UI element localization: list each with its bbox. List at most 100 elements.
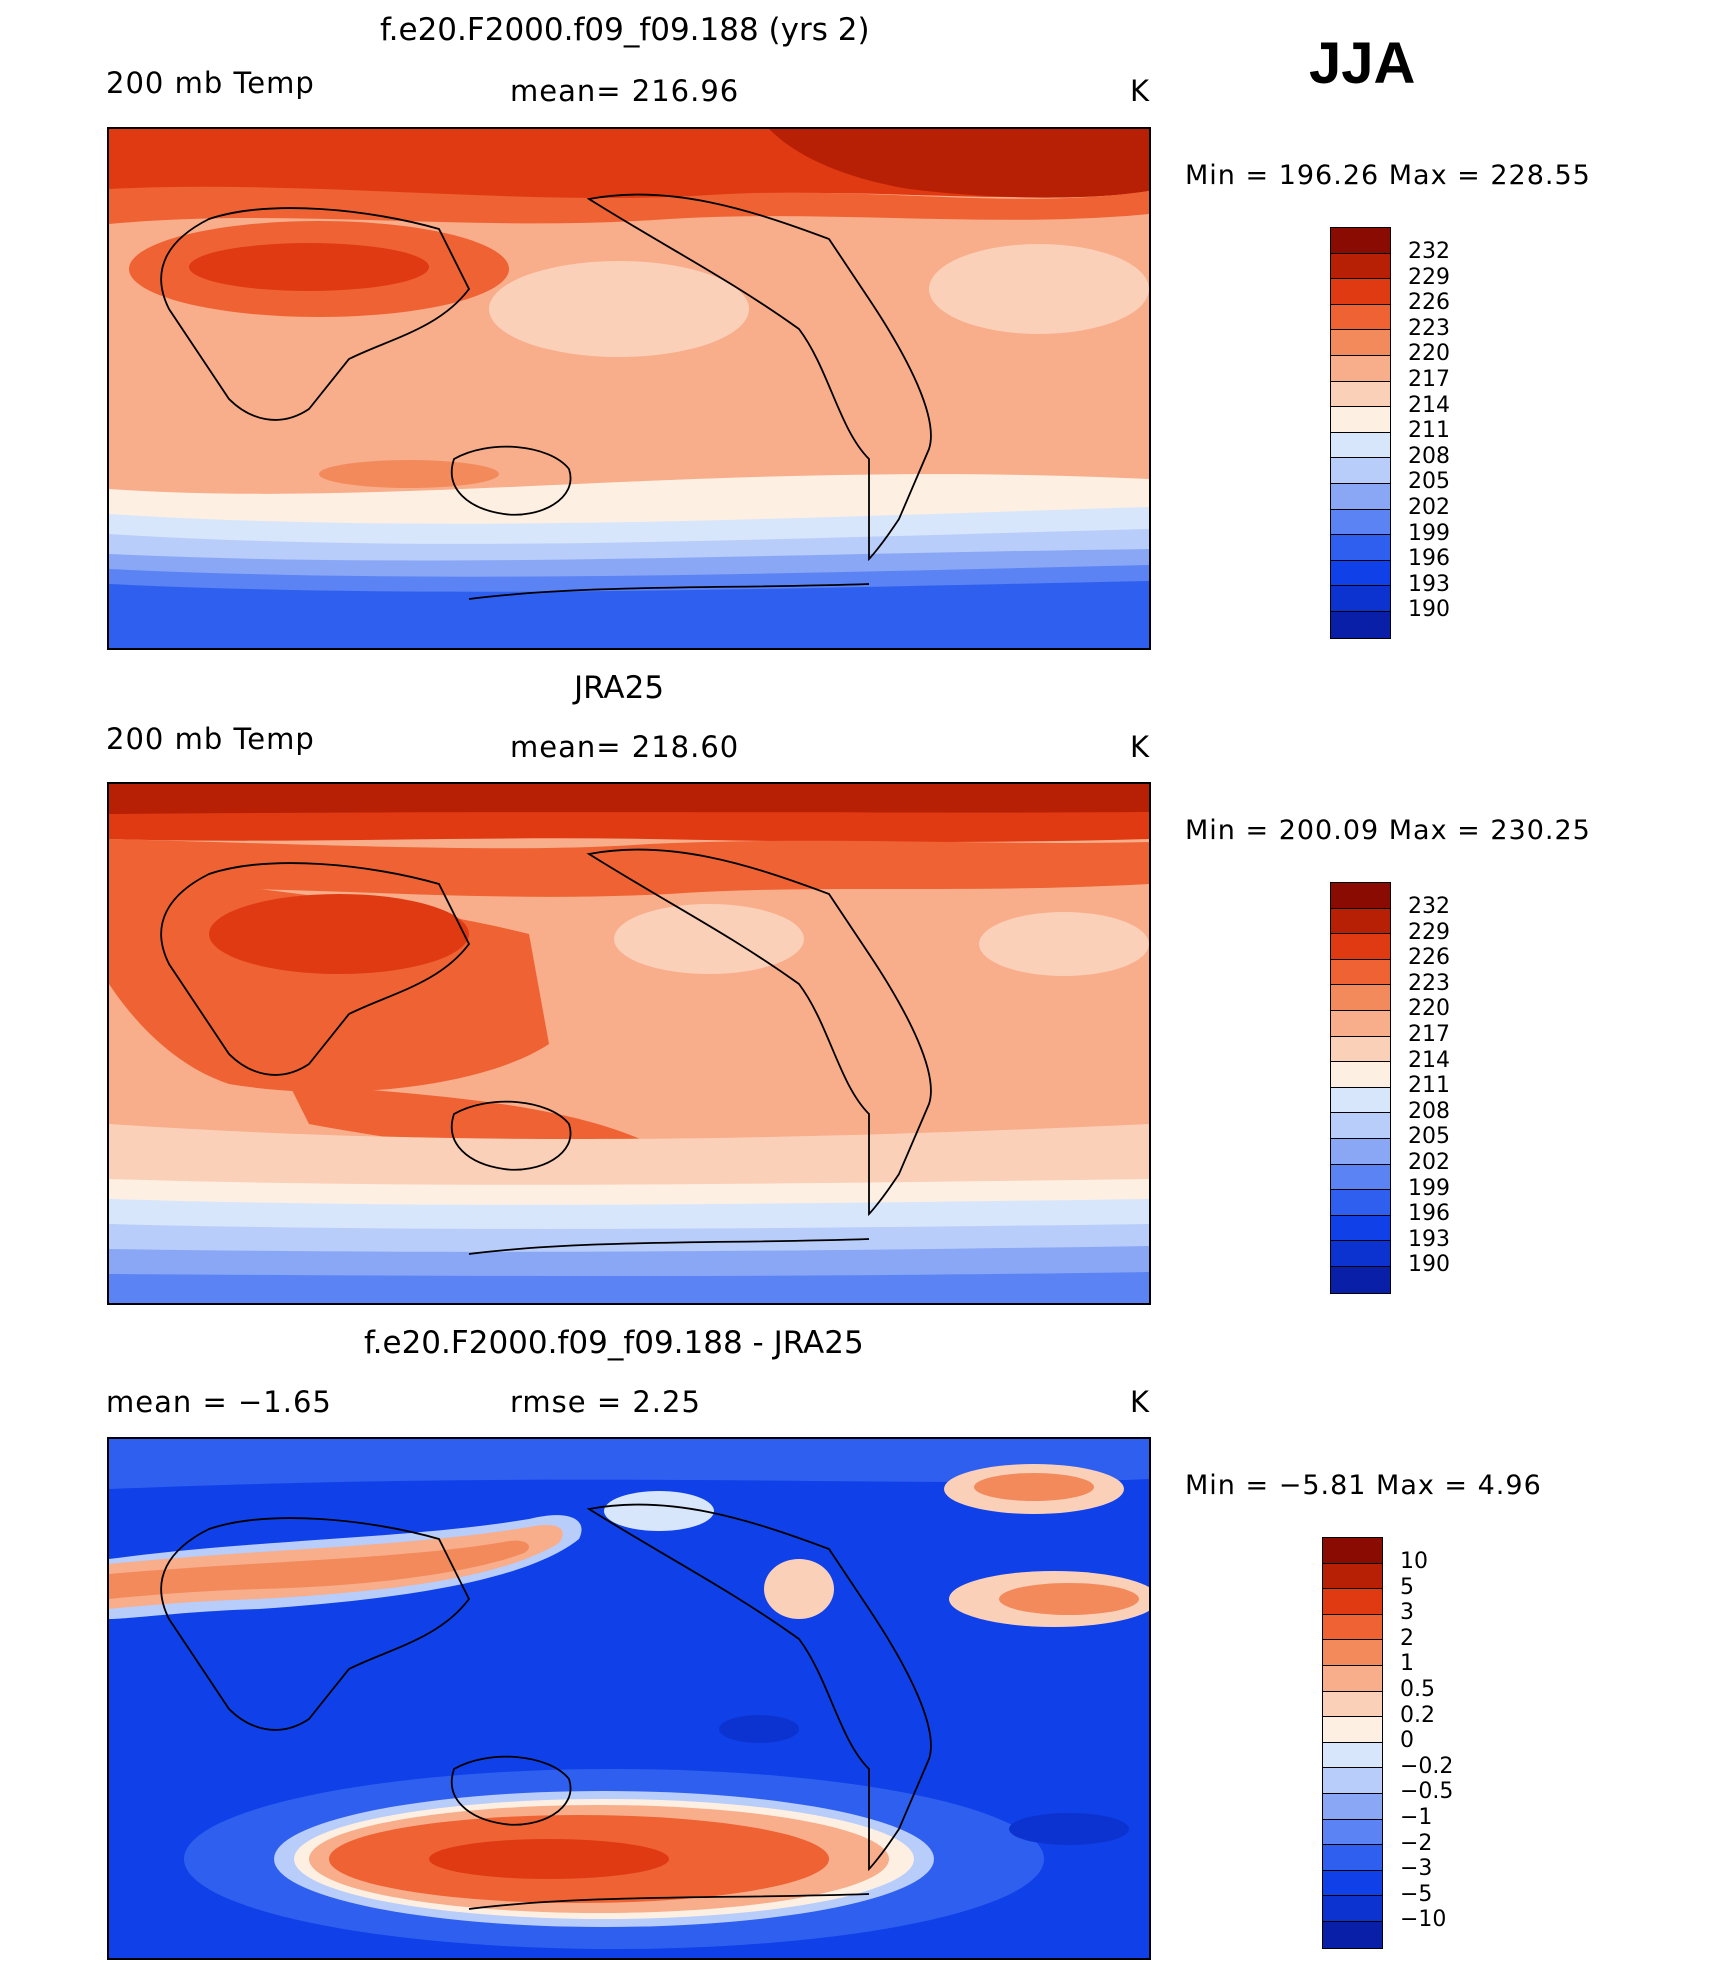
pacific-cool-region [489,261,749,357]
cbar-tick-label: −3 [1400,1856,1433,1882]
cbar-tick-label: −1 [1400,1804,1433,1830]
cbar-1-swatch [1331,586,1390,612]
pacific-cool-region [614,904,804,974]
cbar-2-swatch [1331,985,1390,1011]
cbar-tick-label: 193 [1408,1226,1450,1252]
cbar-tick-label: 193 [1408,571,1450,597]
cbar-tick-label: 205 [1408,1124,1450,1150]
panel-3-colorbar [1322,1537,1383,1949]
coastlines [160,848,932,1255]
arctic-max-band [109,784,1149,814]
panel-1-left-label: 200 mb Temp [106,66,315,100]
cbar-3-swatch [1323,1717,1382,1743]
indian-ocean-warm [319,460,499,488]
panel-1-contour-field [109,129,1149,648]
cbar-tick-label: 211 [1408,1073,1450,1099]
cbar-1-swatch [1331,509,1390,536]
namerica-warm [764,1559,834,1619]
cbar-tick-label: 3 [1400,1600,1414,1626]
cbar-tick-label: 229 [1408,919,1450,945]
cbar-tick-label: 205 [1408,469,1450,495]
greenland-warm-core [974,1473,1094,1501]
cbar-tick-label: 2 [1400,1625,1414,1651]
cbar-tick-label: 214 [1408,392,1450,418]
bering-halo [604,1491,714,1531]
coastlines [160,1503,932,1910]
panel-2-units: K [1130,730,1151,764]
cbar-tick-label: 1 [1400,1651,1414,1677]
panel-3-contour-field [109,1439,1149,1958]
atlantic-warm-core [999,1583,1139,1615]
cbar-tick-label: 217 [1408,1021,1450,1047]
cbar-tick-label: 220 [1408,341,1450,367]
cbar-tick-label: 0.5 [1400,1676,1435,1702]
cbar-2-swatch [1331,1241,1390,1267]
cbar-2-swatch [1331,1190,1390,1216]
cbar-3-swatch [1323,1563,1382,1590]
panel-3-colorbar-labels: 10 5 3 2 1 0.5 0.2 0 −0.2 −0.5 −1 −2 −3 … [1400,1549,1453,1933]
cbar-1-swatch [1331,535,1390,561]
panel-3-rmse-label: rmse = 2.25 [510,1385,701,1419]
cbar-tick-label: 229 [1408,264,1450,290]
cbar-tick-label: 220 [1408,996,1450,1022]
panel-3-title: f.e20.F2000.f09_f09.188 - JRA25 [364,1325,864,1361]
cbar-2-swatch [1331,959,1390,986]
asia-max-region [209,894,469,974]
panel-2-map [107,782,1151,1305]
panel-3-units: K [1130,1385,1151,1419]
pacific-cold-spot [719,1715,799,1743]
cbar-3-swatch [1323,1640,1382,1666]
cbar-3-swatch [1323,1819,1382,1846]
cbar-tick-label: 208 [1408,1098,1450,1124]
cbar-tick-label: 232 [1408,239,1450,264]
asia-max-region [189,243,429,291]
cbar-tick-label: 10 [1400,1549,1428,1574]
panel-2-mean-label: mean= 218.60 [510,730,740,764]
arctic-max-region [769,129,1149,198]
cbar-1-swatch [1331,432,1390,459]
cbar-tick-label: 226 [1408,290,1450,316]
cbar-tick-label: 223 [1408,315,1450,341]
cbar-1-swatch [1331,253,1390,280]
cbar-tick-label: 5 [1400,1574,1414,1600]
coastlines [160,193,932,600]
cbar-2-swatch [1331,1036,1390,1063]
band-211 [109,1179,1149,1208]
cbar-2-swatch [1331,908,1390,935]
cbar-2-swatch [1331,1215,1390,1242]
cbar-3-swatch [1323,1870,1382,1897]
cbar-tick-label: 211 [1408,418,1450,444]
cbar-1-swatch [1331,407,1390,433]
cbar-2-swatch [1331,1138,1390,1165]
cbar-2-swatch [1331,1010,1390,1037]
cbar-tick-label: −10 [1400,1907,1447,1933]
panel-1-mean-label: mean= 216.96 [510,74,740,108]
panel-3-mean-label: mean = −1.65 [106,1385,332,1419]
cbar-1-swatch [1331,228,1390,254]
panel-2-title: JRA25 [574,670,665,706]
panel-2-minmax: Min = 200.09 Max = 230.25 [1185,815,1591,846]
cbar-tick-label: 202 [1408,1149,1450,1175]
cbar-3-swatch [1323,1896,1382,1922]
cbar-tick-label: 199 [1408,1175,1450,1201]
cbar-tick-label: 196 [1408,546,1450,572]
cbar-2-swatch [1331,1113,1390,1139]
season-label: JJA [1309,31,1416,96]
cbar-tick-label: 0.2 [1400,1702,1435,1728]
cbar-2-swatch [1331,934,1390,960]
panel-1-title: f.e20.F2000.f09_f09.188 (yrs 2) [380,12,870,48]
cbar-3-swatch [1323,1589,1382,1615]
cbar-3-swatch [1323,1665,1382,1692]
atlantic-cool-region [929,244,1149,334]
cbar-1-swatch [1331,381,1390,408]
panel-2-colorbar-labels: 232 229 226 223 220 217 214 211 208 205 … [1408,894,1450,1278]
panel-1-units: K [1130,74,1151,108]
south-atlantic-cold-spot [1009,1813,1129,1845]
antarctic-cold-region [109,1272,1149,1303]
panel-2-left-label: 200 mb Temp [106,722,315,756]
cbar-tick-label: 190 [1408,597,1450,623]
cbar-1-swatch [1331,279,1390,305]
cbar-3-swatch [1323,1845,1382,1871]
cbar-tick-label: 223 [1408,970,1450,996]
cbar-1-swatch [1331,560,1390,587]
